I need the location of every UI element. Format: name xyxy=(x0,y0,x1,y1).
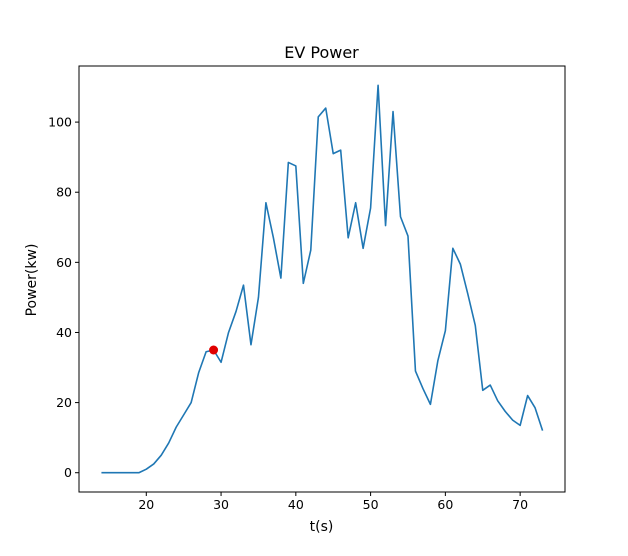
x-axis-label: t(s) xyxy=(310,519,334,535)
highlight-point xyxy=(209,345,219,355)
y-tick-label: 40 xyxy=(56,325,72,340)
y-tick-label: 0 xyxy=(64,465,72,480)
x-tick-label: 70 xyxy=(512,497,528,512)
plot-frame xyxy=(78,65,566,493)
y-tick-label: 60 xyxy=(56,255,72,270)
y-tick-label: 80 xyxy=(56,185,72,200)
x-tick-label: 60 xyxy=(437,497,453,512)
y-axis-label: Power(kw) xyxy=(24,244,40,317)
chart-title: EV Power xyxy=(284,43,359,62)
x-tick-label: 20 xyxy=(138,497,154,512)
y-tick-label: 100 xyxy=(48,115,72,130)
y-tick-label: 20 xyxy=(56,395,72,410)
series-line xyxy=(101,84,544,474)
x-axis: 20 30 40 50 60 70 xyxy=(138,492,528,512)
x-tick-label: 30 xyxy=(213,497,229,512)
x-tick-label: 40 xyxy=(288,497,304,512)
plot-area xyxy=(101,84,544,474)
x-tick-label: 50 xyxy=(363,497,379,512)
y-axis: 0 20 40 60 80 100 xyxy=(48,115,79,480)
